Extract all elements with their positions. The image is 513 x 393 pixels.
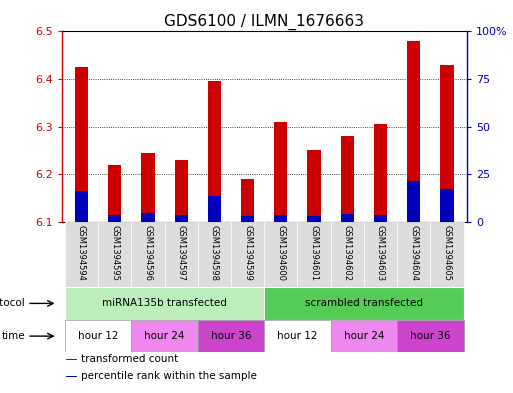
Text: protocol: protocol [0,298,25,309]
Bar [241,179,254,222]
Text: GSM1394605: GSM1394605 [442,225,451,281]
Text: GSM1394603: GSM1394603 [376,225,385,281]
Bar [430,222,464,287]
Bar [341,136,354,222]
Bar [241,217,254,222]
Bar [174,160,188,222]
Bar [131,320,198,353]
Bar [65,222,98,287]
Bar [264,222,298,287]
Bar [331,320,397,353]
Text: GSM1394598: GSM1394598 [210,225,219,281]
Bar [75,67,88,222]
Bar [108,215,122,222]
Text: GSM1394595: GSM1394595 [110,225,119,281]
Bar [65,287,264,320]
Text: GSM1394604: GSM1394604 [409,225,418,281]
Bar [108,165,122,222]
Bar [198,320,264,353]
Bar [397,222,430,287]
Bar [208,81,221,222]
Text: hour 36: hour 36 [410,331,450,341]
Bar [174,215,188,222]
Text: hour 24: hour 24 [144,331,185,341]
Bar [407,181,420,222]
Text: GSM1394601: GSM1394601 [309,225,319,281]
Bar [264,287,464,320]
Bar [331,222,364,287]
Bar [141,213,154,222]
Bar [198,222,231,287]
Text: GSM1394596: GSM1394596 [144,225,152,281]
Text: GSM1394597: GSM1394597 [176,225,186,281]
Bar [65,320,131,353]
Text: scrambled transfected: scrambled transfected [305,298,423,309]
Text: hour 36: hour 36 [211,331,251,341]
Bar [298,222,331,287]
Text: GSM1394599: GSM1394599 [243,225,252,281]
Text: GSM1394600: GSM1394600 [277,225,285,281]
Bar [98,222,131,287]
Bar [307,151,321,222]
Bar [407,41,420,222]
Bar [264,320,331,353]
Text: GSM1394602: GSM1394602 [343,225,352,281]
Bar [341,214,354,222]
Text: percentile rank within the sample: percentile rank within the sample [81,371,256,381]
Bar [374,124,387,222]
Bar [440,65,453,222]
Bar [274,122,287,222]
Text: hour 12: hour 12 [277,331,318,341]
Text: GSM1394594: GSM1394594 [77,225,86,281]
Bar [66,359,76,360]
Text: transformed count: transformed count [81,354,178,364]
Text: miRNA135b transfected: miRNA135b transfected [102,298,227,309]
Bar [66,376,76,377]
Bar [141,153,154,222]
Bar [231,222,264,287]
Bar [274,215,287,222]
Text: time: time [2,331,25,341]
Bar [440,189,453,222]
Text: hour 12: hour 12 [78,331,119,341]
Bar [307,216,321,222]
Bar [75,191,88,222]
Bar [364,222,397,287]
Bar [397,320,464,353]
Bar [165,222,198,287]
Text: hour 24: hour 24 [344,331,384,341]
Title: GDS6100 / ILMN_1676663: GDS6100 / ILMN_1676663 [164,14,364,30]
Bar [131,222,165,287]
Bar [374,215,387,222]
Bar [208,195,221,222]
